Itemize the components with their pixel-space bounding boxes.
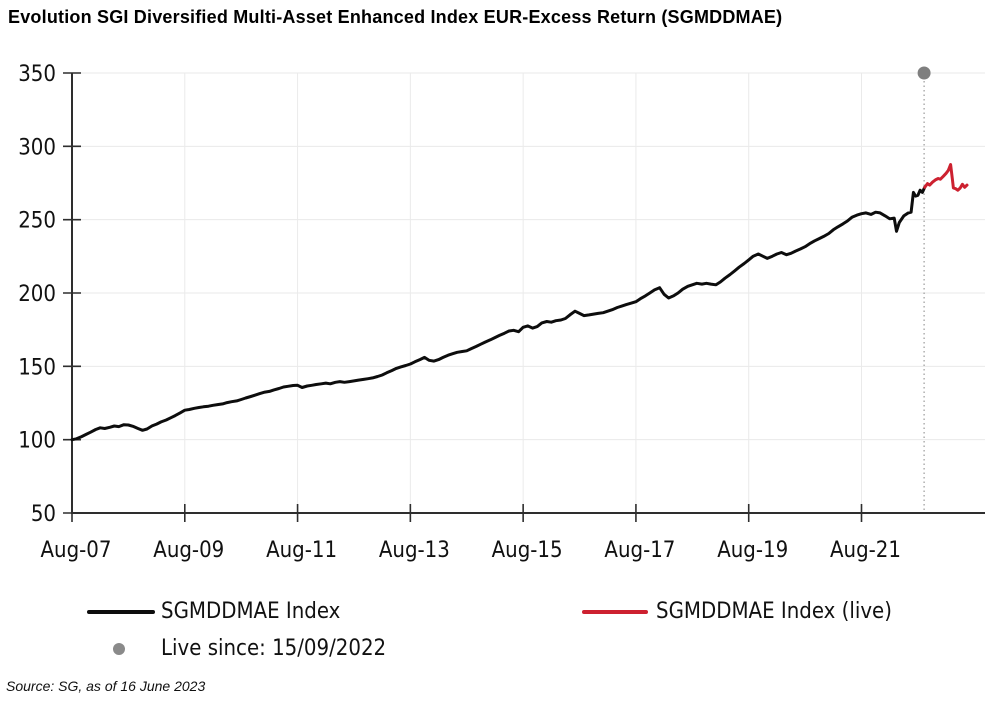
y-tick-label: 50 bbox=[31, 502, 56, 527]
x-tick-label: Aug-07 bbox=[41, 538, 112, 563]
legend-label-sgmddmae: SGMDDMAE Index bbox=[161, 599, 341, 624]
series-line-sgmddmae bbox=[70, 185, 927, 442]
series-line-sgmddmae-live bbox=[923, 163, 969, 192]
x-tick-label: Aug-09 bbox=[153, 538, 224, 563]
legend-label-live-since: Live since: 15/09/2022 bbox=[161, 636, 387, 661]
y-tick-label: 100 bbox=[18, 429, 56, 454]
page-title: Evolution SGI Diversified Multi-Asset En… bbox=[8, 7, 783, 27]
x-tick-label: Aug-15 bbox=[492, 538, 563, 563]
legend-label-sgmddmae-live: SGMDDMAE Index (live) bbox=[656, 599, 892, 624]
y-tick-label: 350 bbox=[18, 62, 56, 87]
y-tick-label: 300 bbox=[18, 135, 56, 160]
x-tick-label: Aug-21 bbox=[830, 538, 901, 563]
x-tick-label: Aug-11 bbox=[266, 538, 337, 563]
live-since-marker-dot bbox=[917, 66, 931, 80]
x-tick-label: Aug-19 bbox=[717, 538, 788, 563]
legend-line-swatch-red bbox=[582, 610, 648, 614]
y-tick-label: 200 bbox=[18, 282, 56, 307]
legend-dot-live-since bbox=[113, 643, 125, 655]
x-tick-label: Aug-17 bbox=[604, 538, 675, 563]
y-tick-label: 250 bbox=[18, 209, 56, 234]
source-note: Source: SG, as of 16 June 2023 bbox=[6, 678, 206, 694]
legend-line-swatch-black bbox=[87, 610, 155, 614]
x-tick-label: Aug-13 bbox=[379, 538, 450, 563]
y-tick-label: 150 bbox=[18, 355, 56, 380]
